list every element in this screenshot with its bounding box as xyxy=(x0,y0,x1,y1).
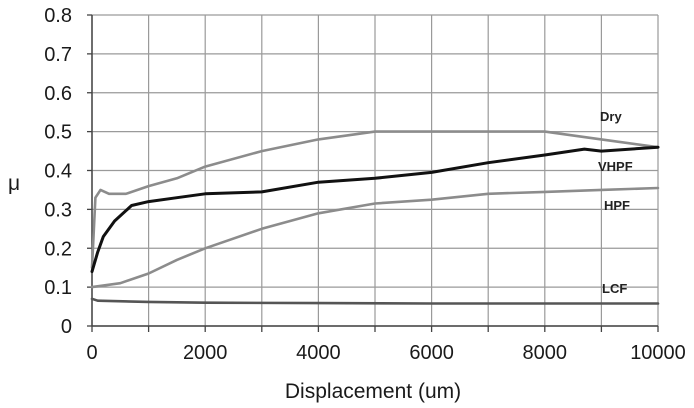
y-tick-label: 0.4 xyxy=(44,161,72,183)
series-line-vhpf xyxy=(90,145,660,274)
grid xyxy=(91,14,659,327)
series-lines xyxy=(90,130,660,305)
y-tick-label: 0.6 xyxy=(44,83,72,105)
y-tick-label: 0.3 xyxy=(44,199,72,221)
series-labels: Dry VHPF HPF LCF xyxy=(598,109,633,296)
series-line-lcf xyxy=(90,297,660,305)
x-tick-labels: 0 2000 4000 6000 8000 10000 xyxy=(86,342,685,364)
x-axis-title: Displacement (um) xyxy=(285,380,461,403)
y-tick-label: 0.5 xyxy=(44,122,72,144)
y-tick-label: 0.8 xyxy=(44,5,72,27)
series-label-lcf: LCF xyxy=(602,281,627,296)
series-label-dry: Dry xyxy=(600,109,622,124)
y-tick-label: 0.1 xyxy=(44,277,72,299)
x-tick-label: 6000 xyxy=(409,342,454,364)
y-tick-label: 0 xyxy=(61,316,72,338)
y-tick-label: 0.7 xyxy=(44,44,72,66)
x-tick-label: 2000 xyxy=(183,342,228,364)
x-tick-label: 8000 xyxy=(523,342,568,364)
x-tick-label: 4000 xyxy=(296,342,341,364)
y-tick-label: 0.2 xyxy=(44,238,72,260)
series-label-vhpf: VHPF xyxy=(598,159,633,174)
y-tick-labels: 0 0.1 0.2 0.3 0.4 0.5 0.6 0.7 0.8 xyxy=(44,5,72,338)
x-tick-label: 10000 xyxy=(630,342,686,364)
series-line-dry xyxy=(90,130,660,270)
series-label-hpf: HPF xyxy=(604,198,630,213)
y-axis-title: μ xyxy=(8,172,20,195)
x-tick-label: 0 xyxy=(86,342,97,364)
series-line-hpf xyxy=(90,186,660,289)
axes xyxy=(87,14,659,332)
